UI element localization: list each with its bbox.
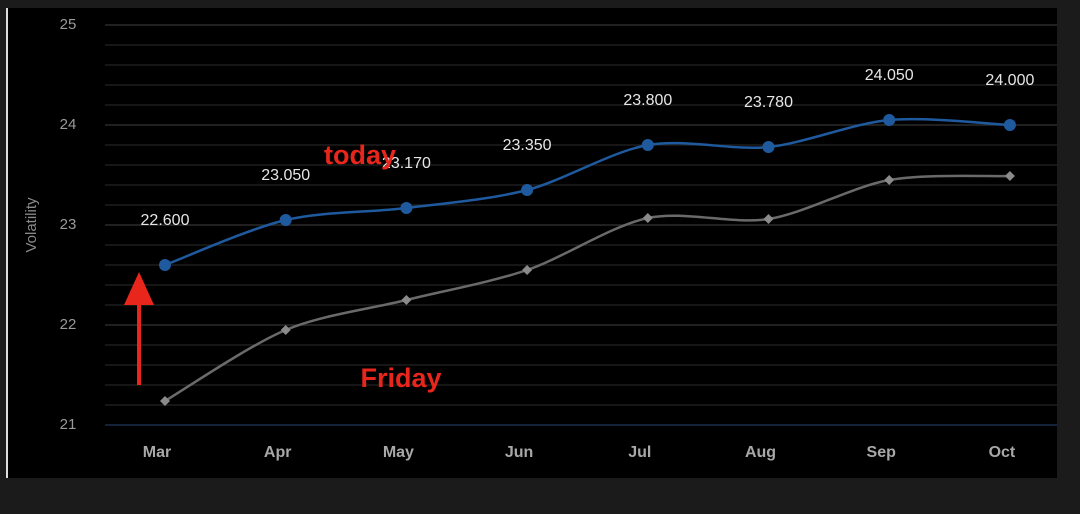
marker bbox=[642, 213, 653, 223]
x-tick-label: Aug bbox=[745, 444, 776, 461]
value-label: 23.800 bbox=[623, 92, 672, 109]
marker bbox=[159, 259, 171, 271]
y-tick-label: 25 bbox=[60, 16, 77, 33]
value-label: 22.600 bbox=[141, 212, 190, 229]
marker bbox=[1003, 119, 1016, 131]
value-label: 23.350 bbox=[503, 137, 552, 154]
x-tick-label: Mar bbox=[143, 444, 171, 461]
line bbox=[164, 174, 1010, 403]
y-tick-label: 22 bbox=[60, 316, 77, 333]
marker bbox=[641, 139, 654, 151]
x-tick-label: Oct bbox=[989, 444, 1016, 461]
x-tick-label: May bbox=[383, 444, 414, 461]
marker bbox=[884, 175, 895, 185]
marker bbox=[883, 114, 896, 126]
series-annotation: today bbox=[324, 140, 396, 170]
marker bbox=[279, 214, 292, 226]
marker bbox=[280, 325, 291, 335]
chart-background bbox=[8, 8, 1057, 478]
value-label: 24.050 bbox=[865, 67, 914, 84]
y-axis-label: Volatility bbox=[23, 197, 40, 253]
y-tick-label: 24 bbox=[60, 116, 77, 133]
value-label: 23.780 bbox=[744, 94, 793, 111]
arrow-annotation bbox=[124, 272, 154, 385]
marker bbox=[401, 295, 412, 305]
x-tick-label: Jun bbox=[505, 444, 533, 461]
x-tick-label: Apr bbox=[264, 444, 292, 461]
value-label: 23.050 bbox=[261, 167, 310, 184]
y-tick-label: 23 bbox=[60, 216, 77, 233]
grid bbox=[105, 24, 1057, 426]
marker bbox=[763, 214, 774, 224]
line bbox=[164, 117, 1010, 267]
arrow-head bbox=[124, 272, 154, 305]
value-label: 23.170 bbox=[382, 155, 431, 172]
marker bbox=[400, 202, 413, 214]
marker bbox=[160, 396, 170, 406]
marker bbox=[522, 265, 533, 275]
x-tick-label: Sep bbox=[867, 444, 897, 461]
marker bbox=[521, 184, 534, 196]
y-tick-label: 21 bbox=[60, 416, 77, 433]
plot: Friday 22.600 23.050 23.170 23.350 23.800 23.7… bbox=[141, 67, 1034, 406]
series-annotation: Friday bbox=[360, 363, 441, 393]
marker bbox=[762, 141, 775, 153]
marker bbox=[1004, 171, 1015, 181]
x-tick-label: Jul bbox=[628, 444, 651, 461]
value-label: 24.000 bbox=[985, 72, 1034, 89]
